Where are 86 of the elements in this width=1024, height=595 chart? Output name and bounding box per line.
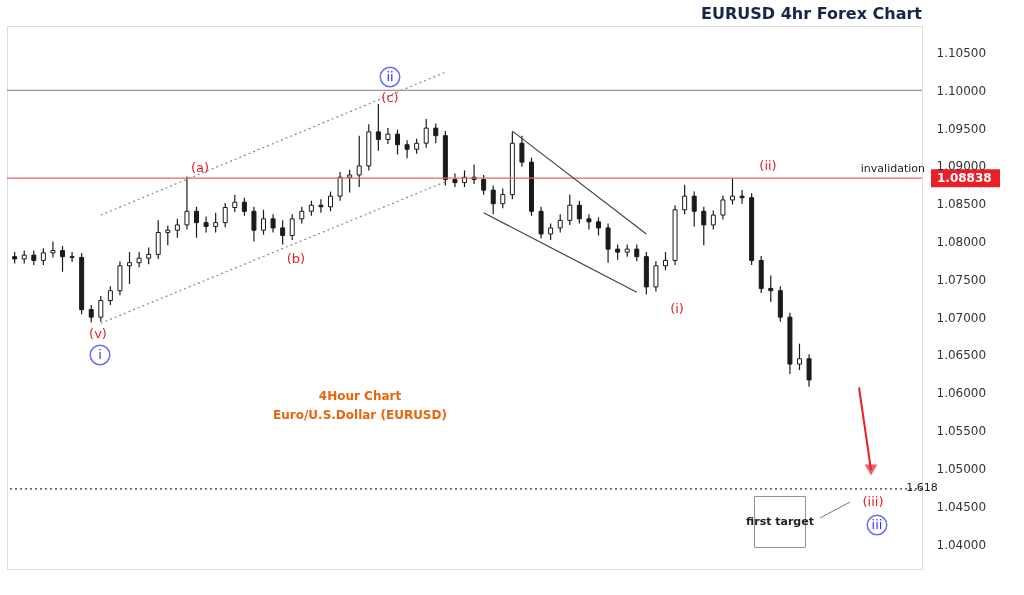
candlestick — [768, 274, 774, 303]
y-tick-label: 1.07000 — [936, 310, 987, 325]
candlestick — [251, 206, 257, 243]
candlestick — [270, 213, 276, 234]
y-tick-label: 1.06000 — [936, 386, 987, 401]
candlestick — [289, 213, 295, 241]
candlestick — [395, 129, 400, 156]
annotation: Euro/U.S.Dollar (EURUSD) — [273, 408, 447, 422]
candlestick — [586, 213, 592, 231]
candlestick — [107, 285, 113, 306]
candlestick — [337, 171, 343, 202]
ref-line-label: invalidation — [860, 162, 926, 176]
candlestick — [328, 191, 333, 212]
candlestick — [481, 174, 487, 196]
y-tick-label: 1.07500 — [936, 272, 987, 287]
candlestick — [519, 135, 525, 168]
candlestick — [280, 219, 286, 246]
candlestick — [356, 135, 362, 188]
annotation: iii — [871, 517, 883, 532]
candlestick — [452, 172, 458, 188]
candlestick — [729, 177, 735, 206]
candlestick — [165, 225, 171, 246]
candlestick — [682, 184, 688, 215]
y-tick-label: 1.10000 — [936, 83, 987, 98]
y-tick-label: 1.06500 — [936, 348, 987, 363]
candlestick — [155, 219, 161, 260]
y-tick-label: 1.05000 — [936, 461, 987, 476]
annotation: (i) — [670, 301, 684, 316]
candlestick — [691, 191, 697, 228]
candlestick — [69, 251, 75, 263]
candlestick — [347, 169, 353, 193]
candlestick — [127, 251, 133, 285]
candlestick — [194, 206, 200, 239]
candlestick — [720, 194, 726, 221]
candlestick — [385, 127, 391, 145]
candlestick — [557, 213, 563, 234]
candlestick — [662, 251, 668, 271]
annotation: i — [98, 347, 102, 362]
annotation: (b) — [286, 251, 306, 266]
y-tick-label: 1.05500 — [936, 424, 987, 439]
candlestick — [701, 206, 707, 246]
candlestick — [500, 188, 506, 209]
candlestick — [490, 184, 496, 215]
candlestick — [404, 139, 410, 159]
annotation: first target — [746, 515, 814, 528]
candlestick — [174, 218, 180, 239]
annotation: (c) — [381, 90, 399, 105]
annotation: 1.618 — [906, 481, 938, 494]
candlestick — [576, 200, 582, 224]
y-tick-label: 1.08000 — [936, 235, 987, 250]
candlestick — [423, 118, 429, 149]
y-tick-label: 1.08500 — [936, 197, 987, 212]
candlestick — [806, 353, 812, 388]
candlestick — [653, 260, 659, 293]
annotation: ii — [386, 69, 394, 84]
candlestick — [318, 198, 324, 214]
y-tick-label: 1.04500 — [936, 499, 987, 514]
candlestick — [261, 209, 267, 236]
candlestick — [213, 212, 219, 234]
y-tick-label: 1.04000 — [936, 537, 987, 552]
candlestick — [136, 251, 142, 268]
candlestick — [796, 343, 802, 371]
annotation: (a) — [190, 160, 210, 175]
candlestick — [203, 215, 209, 234]
candlestick — [184, 175, 190, 231]
candlestick — [538, 206, 544, 240]
candlestick — [433, 122, 439, 144]
annotation: (v) — [89, 326, 107, 341]
candlestick — [98, 295, 104, 323]
annotation: (iii) — [862, 494, 884, 509]
candlestick — [739, 189, 745, 205]
candlestick — [596, 216, 601, 237]
annotation: 4Hour Chart — [318, 389, 402, 403]
candlestick — [222, 202, 228, 228]
candlestick — [241, 197, 247, 217]
candlestick — [50, 240, 56, 259]
candlestick — [710, 209, 716, 231]
y-tick-label: 1.09500 — [936, 121, 987, 136]
chart-title: EURUSD 4hr Forex Chart — [701, 4, 923, 23]
candlestick — [60, 245, 66, 273]
annotation: (ii) — [759, 158, 777, 173]
candlestick — [567, 194, 573, 226]
candlestick — [605, 222, 611, 264]
y-tick-label: 1.10500 — [936, 45, 987, 60]
candlestick — [375, 103, 381, 152]
y-tick-label: 1.08838 — [937, 171, 992, 186]
